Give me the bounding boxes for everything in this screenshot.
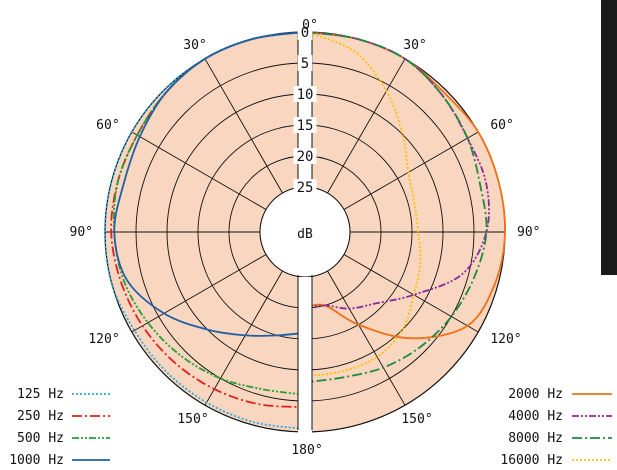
angle-label: 60° <box>96 118 119 133</box>
angle-label: 90° <box>517 225 540 240</box>
angle-label: 150° <box>401 412 432 427</box>
radial-label-bg <box>293 179 317 195</box>
radial-tick-label: 25 <box>297 180 314 196</box>
grid-spoke <box>327 270 406 406</box>
bottom-gap <box>298 277 312 434</box>
grid-spoke <box>131 131 267 210</box>
radial-tick-label: 10 <box>297 87 314 103</box>
chart-legend: 125 Hz 250 Hz 500 Hz 1000 Hz 2000 Hz 4000 Hz 8… <box>9 387 612 468</box>
legend-label: 125 Hz <box>17 387 64 402</box>
series-16000-hz <box>304 31 422 378</box>
series-8000-hz <box>304 31 488 384</box>
radial-label-bg <box>293 148 317 164</box>
angle-label: 120° <box>490 332 521 347</box>
legend-label: 2000 Hz <box>508 387 563 402</box>
radial-tick-label: 20 <box>297 149 314 165</box>
legend-label: 250 Hz <box>17 409 64 424</box>
angle-label: 180° <box>291 443 322 458</box>
radial-label-bg <box>297 55 313 71</box>
unit-label: dB <box>297 227 313 242</box>
grid-spoke <box>204 270 283 406</box>
side-bar <box>601 0 617 275</box>
grid-spoke <box>204 58 283 194</box>
angle-label: 120° <box>88 332 119 347</box>
radial-tick-label: 0 <box>301 25 309 41</box>
grid-spoke <box>343 254 479 333</box>
legend-label: 16000 Hz <box>500 453 563 468</box>
legend-label: 500 Hz <box>17 431 64 446</box>
angle-label: 30° <box>183 38 206 53</box>
angle-label: 30° <box>403 38 426 53</box>
angle-label: 150° <box>177 412 208 427</box>
chart-labels: 0 5 10 15 20 25 dB 0° 30° 30° 60° 60° 90° 90° 120° 120°… <box>70 18 541 458</box>
grid-spoke <box>131 254 267 333</box>
radial-tick-label: 5 <box>301 56 309 72</box>
series-1000-hz <box>113 31 306 337</box>
radial-label-bg <box>297 24 313 40</box>
angle-label: 90° <box>70 225 93 240</box>
grid-spoke <box>327 58 406 194</box>
chart-series <box>104 31 506 430</box>
legend-label: 4000 Hz <box>508 409 563 424</box>
legend-label: 1000 Hz <box>9 453 64 468</box>
angle-label: 60° <box>490 118 513 133</box>
angle-label: 0° <box>302 18 318 33</box>
legend-label: 8000 Hz <box>508 431 563 446</box>
radial-label-bg <box>293 86 317 102</box>
radial-tick-label: 15 <box>297 118 314 134</box>
grid-spoke <box>343 131 479 210</box>
radial-label-bg <box>293 117 317 133</box>
